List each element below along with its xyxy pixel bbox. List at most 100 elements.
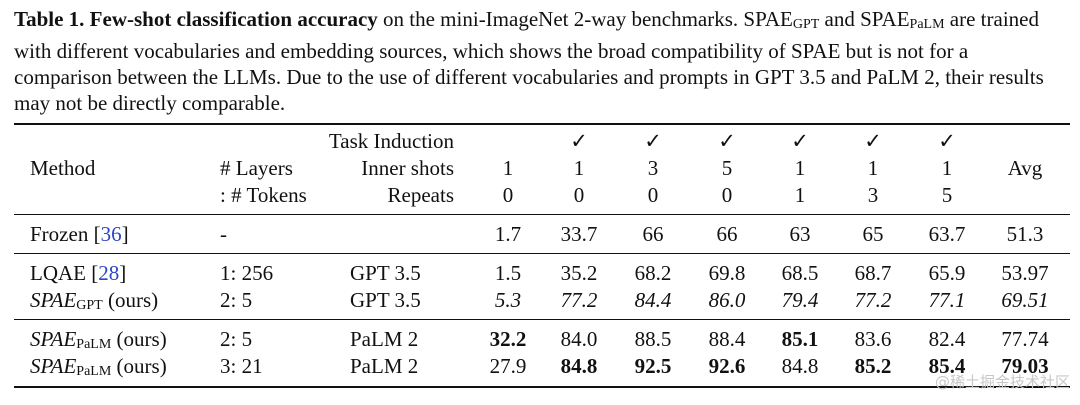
row-llm: PaLM 2 bbox=[350, 354, 419, 378]
row-value: 63 bbox=[789, 222, 811, 246]
row-value: 63.7 bbox=[928, 222, 966, 246]
row-value: 1.7 bbox=[494, 222, 522, 246]
header-repeats-val: 5 bbox=[941, 183, 953, 207]
row-avg: 79.03 bbox=[1001, 354, 1049, 378]
method-suffix: ] bbox=[119, 261, 127, 285]
caption-text-1: on the mini-ImageNet 2-way benchmarks. S… bbox=[377, 7, 793, 31]
method-name: SPAE bbox=[30, 288, 77, 312]
header-task-mark: ✓ bbox=[864, 129, 882, 153]
row-value: 84.4 bbox=[634, 288, 672, 312]
row-value: 35.2 bbox=[560, 261, 598, 285]
header-shots: 1 bbox=[867, 156, 879, 180]
method-name: Frozen [ bbox=[30, 222, 101, 246]
caption-sub-palm: PaLM bbox=[909, 17, 945, 32]
row-value: 77.2 bbox=[560, 288, 598, 312]
row-value: 65 bbox=[862, 222, 884, 246]
row-value: 5.3 bbox=[494, 288, 522, 312]
row-value: 68.2 bbox=[634, 261, 672, 285]
caption-title: Few-shot classification accuracy bbox=[89, 7, 378, 31]
row-layers: 1: 256 bbox=[220, 261, 274, 285]
header-task-mark: ✓ bbox=[718, 129, 736, 153]
top-rule bbox=[14, 123, 1070, 125]
method-suffix: (ours) bbox=[111, 354, 167, 378]
row-avg: 77.74 bbox=[1001, 327, 1049, 351]
citation-link[interactable]: 28 bbox=[98, 261, 120, 285]
header-shots: 1 bbox=[941, 156, 953, 180]
row-method: SPAEPaLM (ours) bbox=[30, 326, 167, 358]
method-name: SPAE bbox=[30, 354, 77, 378]
header-repeats-val: 0 bbox=[502, 183, 514, 207]
caption-label: Table 1. bbox=[14, 7, 85, 31]
row-value: 77.1 bbox=[928, 288, 966, 312]
row-method: SPAEPaLM (ours) bbox=[30, 353, 167, 385]
row-layers: - bbox=[220, 222, 227, 246]
header-tokens: : # Tokens bbox=[220, 183, 307, 207]
citation-link[interactable]: 36 bbox=[100, 222, 122, 246]
row-avg: 51.3 bbox=[1006, 222, 1044, 246]
header-repeats-val: 0 bbox=[573, 183, 585, 207]
header-shots: 1 bbox=[502, 156, 514, 180]
method-subscript: PaLM bbox=[76, 337, 112, 352]
row-method: Frozen [36] bbox=[30, 221, 129, 247]
table-caption: Table 1. Few-shot classification accurac… bbox=[14, 6, 1070, 116]
row-layers: 2: 5 bbox=[220, 327, 253, 351]
row-value: 69.8 bbox=[708, 261, 746, 285]
row-value: 82.4 bbox=[928, 327, 966, 351]
caption-text-2: and SPAE bbox=[819, 7, 910, 31]
frozen-rule bbox=[14, 253, 1070, 254]
header-repeats: Repeats bbox=[387, 183, 454, 207]
row-value: 68.7 bbox=[854, 261, 892, 285]
gpt-rule bbox=[14, 319, 1070, 320]
header-task-induction: Task Induction bbox=[328, 129, 454, 153]
header-task-mark: ✓ bbox=[570, 129, 588, 153]
row-layers: 2: 5 bbox=[220, 288, 253, 312]
row-value: 66 bbox=[716, 222, 738, 246]
row-llm: PaLM 2 bbox=[350, 327, 419, 351]
bottom-rule bbox=[14, 386, 1070, 388]
header-layers: # Layers bbox=[220, 156, 293, 180]
method-suffix: ] bbox=[121, 222, 129, 246]
method-subscript: GPT bbox=[76, 298, 103, 313]
row-value: 85.4 bbox=[928, 354, 966, 378]
header-task-mark: ✓ bbox=[644, 129, 662, 153]
row-value: 85.1 bbox=[781, 327, 819, 351]
header-shots: 1 bbox=[573, 156, 585, 180]
row-value: 32.2 bbox=[489, 327, 527, 351]
header-shots: 1 bbox=[794, 156, 806, 180]
row-value: 84.8 bbox=[560, 354, 598, 378]
row-value: 68.5 bbox=[781, 261, 819, 285]
row-value: 27.9 bbox=[489, 354, 527, 378]
row-avg: 69.51 bbox=[1001, 288, 1049, 312]
header-method: Method bbox=[30, 156, 96, 180]
header-rule bbox=[14, 214, 1070, 215]
header-repeats-val: 3 bbox=[867, 183, 879, 207]
row-value: 88.4 bbox=[708, 327, 746, 351]
row-value: 86.0 bbox=[708, 288, 746, 312]
row-value: 92.5 bbox=[634, 354, 672, 378]
row-llm: GPT 3.5 bbox=[350, 261, 421, 285]
row-value: 79.4 bbox=[781, 288, 819, 312]
header-task-mark: ✓ bbox=[791, 129, 809, 153]
row-method: LQAE [28] bbox=[30, 260, 126, 286]
method-name: SPAE bbox=[30, 327, 77, 351]
row-value: 84.8 bbox=[781, 354, 819, 378]
header-repeats-val: 0 bbox=[721, 183, 733, 207]
method-subscript: PaLM bbox=[76, 364, 112, 379]
header-shots: 3 bbox=[647, 156, 659, 180]
row-value: 92.6 bbox=[708, 354, 746, 378]
row-value: 88.5 bbox=[634, 327, 672, 351]
method-name: LQAE [ bbox=[30, 261, 99, 285]
header-repeats-val: 0 bbox=[647, 183, 659, 207]
row-value: 66 bbox=[642, 222, 664, 246]
watermark: @稀土掘金技术社区 bbox=[934, 373, 1070, 391]
row-method: SPAEGPT (ours) bbox=[30, 287, 158, 319]
row-value: 85.2 bbox=[854, 354, 892, 378]
method-suffix: (ours) bbox=[111, 327, 167, 351]
header-task-mark: ✓ bbox=[938, 129, 956, 153]
row-value: 1.5 bbox=[494, 261, 522, 285]
caption-text-3: are trained with different vocabularies … bbox=[14, 7, 1044, 115]
header-inner-shots: Inner shots bbox=[361, 156, 454, 180]
row-value: 33.7 bbox=[560, 222, 598, 246]
row-value: 83.6 bbox=[854, 327, 892, 351]
row-llm: GPT 3.5 bbox=[350, 288, 421, 312]
